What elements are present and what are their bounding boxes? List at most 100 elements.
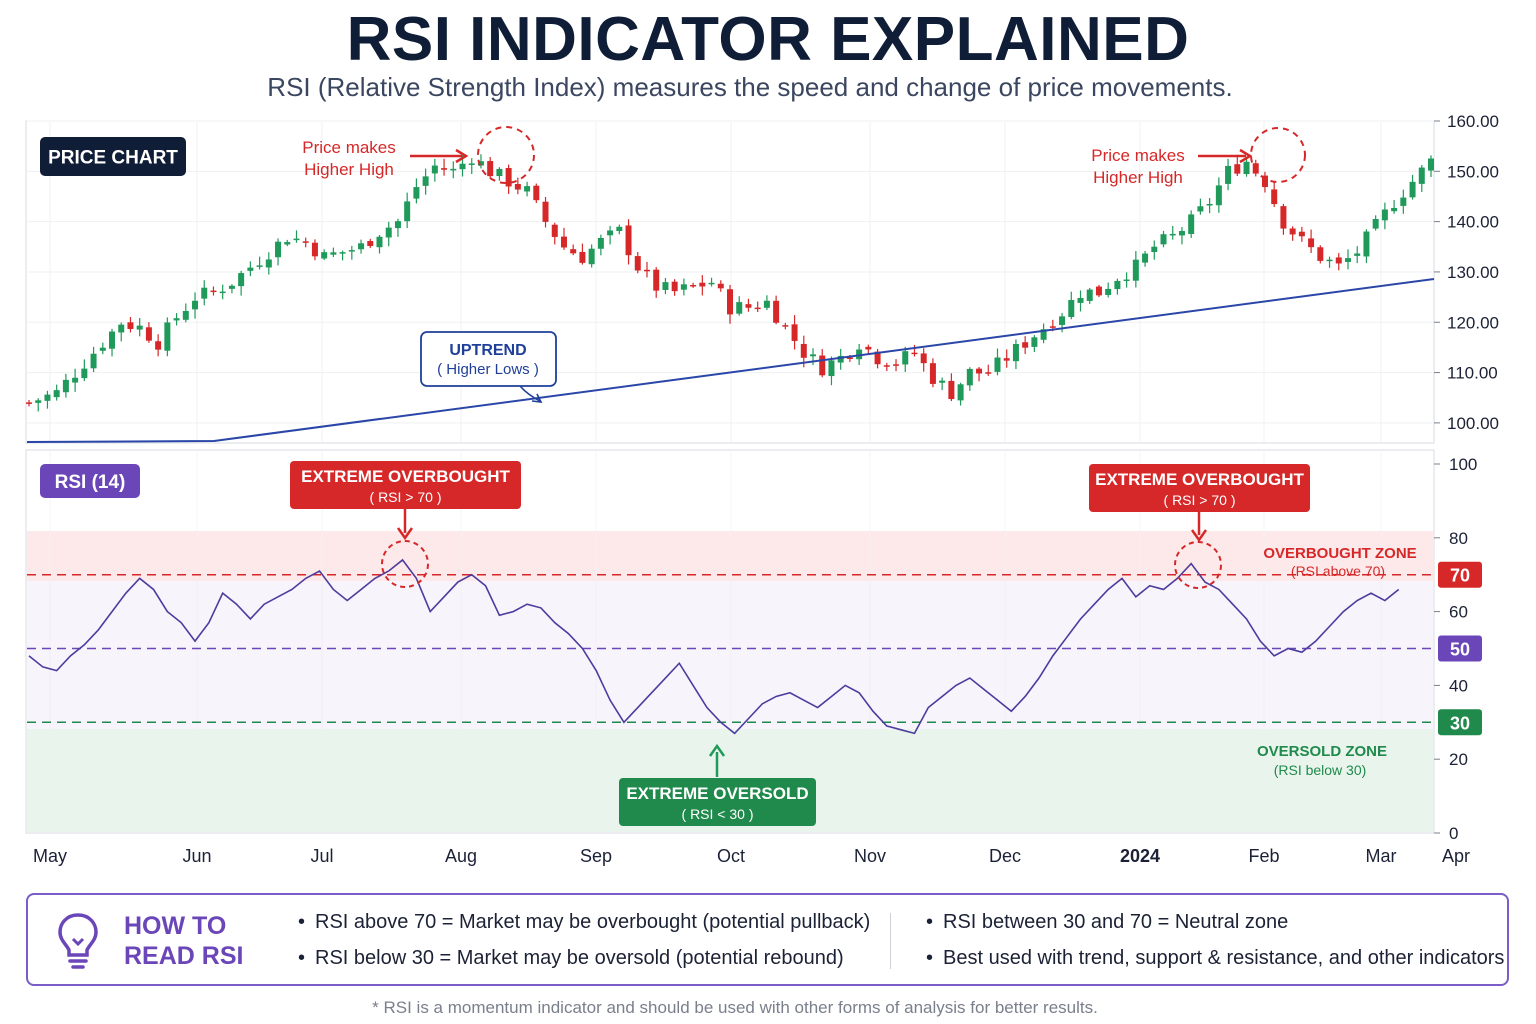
candle-body xyxy=(394,221,401,229)
candle-body xyxy=(1040,329,1047,340)
candle-body xyxy=(976,368,983,374)
candle-body xyxy=(1409,181,1416,198)
extreme-overbought-callout-box xyxy=(1089,464,1310,512)
candle-body xyxy=(90,353,97,369)
overbought-zone-fill xyxy=(27,531,1433,581)
rsi-y-tick-label: 60 xyxy=(1449,603,1468,622)
candle-body xyxy=(819,355,826,376)
x-tick-label: Feb xyxy=(1248,846,1279,866)
candle-body xyxy=(155,341,162,350)
candle-body xyxy=(653,269,660,291)
candle-body xyxy=(256,265,263,267)
candle-body xyxy=(754,307,761,310)
extreme-oversold-callout-box xyxy=(619,778,816,826)
candle-body xyxy=(920,353,927,364)
candle-body xyxy=(431,165,438,174)
candle-body xyxy=(1105,288,1112,295)
x-tick-label: Jun xyxy=(182,846,211,866)
candle-body xyxy=(911,352,918,355)
candle-body xyxy=(1160,234,1167,245)
uptrend-desc: ( Higher Lows ) xyxy=(437,361,539,378)
uptrend-box xyxy=(420,331,557,387)
overbought-zone-label: OVERBOUGHT ZONE xyxy=(1263,545,1416,562)
candle-body xyxy=(496,168,503,177)
rsi-level-badge xyxy=(1438,709,1482,736)
candle-body xyxy=(1308,238,1315,248)
candle-body xyxy=(588,248,595,265)
price-annotation-text: Price makes xyxy=(302,138,396,157)
candle-body xyxy=(948,380,955,400)
candle-body xyxy=(1298,231,1305,237)
extreme-overbought-callout-title: EXTREME OVERBOUGHT xyxy=(1095,470,1304,489)
candle-body xyxy=(44,394,51,401)
candle-body xyxy=(1372,218,1379,229)
overbought-zone-desc: (RSI above 70) xyxy=(1291,563,1385,579)
candle-body xyxy=(72,377,79,383)
candle-body xyxy=(810,354,817,357)
candle-body xyxy=(311,242,318,257)
rsi-panel-label: RSI (14) xyxy=(55,472,126,493)
candle-body xyxy=(1335,257,1342,264)
candle-body xyxy=(53,390,60,398)
rsi-y-tick-label: 80 xyxy=(1449,529,1468,548)
candle-body xyxy=(422,176,429,186)
overbought-marker xyxy=(1174,541,1222,589)
candle-body xyxy=(957,384,964,401)
candle-body xyxy=(985,372,992,374)
candle-body xyxy=(1188,214,1195,234)
rsi-y-tick-label: 20 xyxy=(1449,750,1468,769)
candle-body xyxy=(597,238,604,249)
legend-tip: RSI between 30 and 70 = Neutral zone xyxy=(926,911,1288,934)
candle-body xyxy=(625,225,632,256)
candle-body xyxy=(1169,233,1176,236)
extreme-overbought-callout-box xyxy=(290,461,521,509)
rsi-level-badge xyxy=(1438,635,1482,662)
candle-body xyxy=(690,284,697,287)
candle-body xyxy=(1003,358,1010,361)
candle-body xyxy=(35,400,42,403)
candle-body xyxy=(1418,167,1425,184)
candle-body xyxy=(727,289,733,315)
extreme-overbought-callout-title: EXTREME OVERBOUGHT xyxy=(301,467,510,486)
annotation-arrowhead xyxy=(1239,148,1253,164)
candle-body xyxy=(348,250,355,252)
rsi-level-label: 30 xyxy=(1450,713,1470,733)
extreme-oversold-callout-desc: ( RSI < 30 ) xyxy=(682,806,754,822)
candle-body xyxy=(247,267,254,271)
overbought-marker xyxy=(381,540,429,588)
lightbulb-icon xyxy=(58,913,98,969)
candle-body xyxy=(1289,228,1296,235)
legend-tip: Best used with trend, support & resistan… xyxy=(926,947,1504,970)
candle-body xyxy=(459,163,466,170)
price-y-tick-label: 130.00 xyxy=(1447,263,1499,282)
candle-body xyxy=(699,282,706,287)
rsi-line xyxy=(28,558,1400,735)
page-title: RSI INDICATOR EXPLAINED xyxy=(346,5,1190,74)
candle-body xyxy=(1068,299,1075,317)
candle-body xyxy=(939,380,946,383)
candle-body xyxy=(929,363,936,384)
extreme-overbought-callout-desc: ( RSI > 70 ) xyxy=(370,489,442,505)
how-to-read-panel: HOW TO READ RSI RSI above 70 = Market ma… xyxy=(26,893,1509,986)
candle-body xyxy=(782,325,789,327)
candle-body xyxy=(717,283,724,289)
x-tick-label: Sep xyxy=(580,846,612,866)
candle-body xyxy=(81,368,88,379)
extreme-overbought-callout-desc: ( RSI > 70 ) xyxy=(1164,492,1236,508)
candle-body xyxy=(865,346,872,350)
candle-body xyxy=(514,184,521,190)
candle-body xyxy=(643,269,650,272)
candle-body xyxy=(219,291,226,294)
rsi-level-label: 50 xyxy=(1450,640,1470,660)
candle-body xyxy=(487,161,494,177)
candle-body xyxy=(1271,189,1278,205)
callout-arrowhead xyxy=(1190,529,1208,543)
candle-body xyxy=(1077,297,1084,303)
oversold-zone-desc: (RSI below 30) xyxy=(1274,762,1367,778)
candle-body xyxy=(1114,280,1121,290)
footnote: * RSI is a momentum indicator and should… xyxy=(372,998,1098,1017)
legend-tip: RSI above 70 = Market may be overbought … xyxy=(298,911,870,934)
x-tick-label: Nov xyxy=(854,846,886,866)
annotation-arrowhead xyxy=(455,148,469,164)
candle-body xyxy=(1123,279,1130,282)
